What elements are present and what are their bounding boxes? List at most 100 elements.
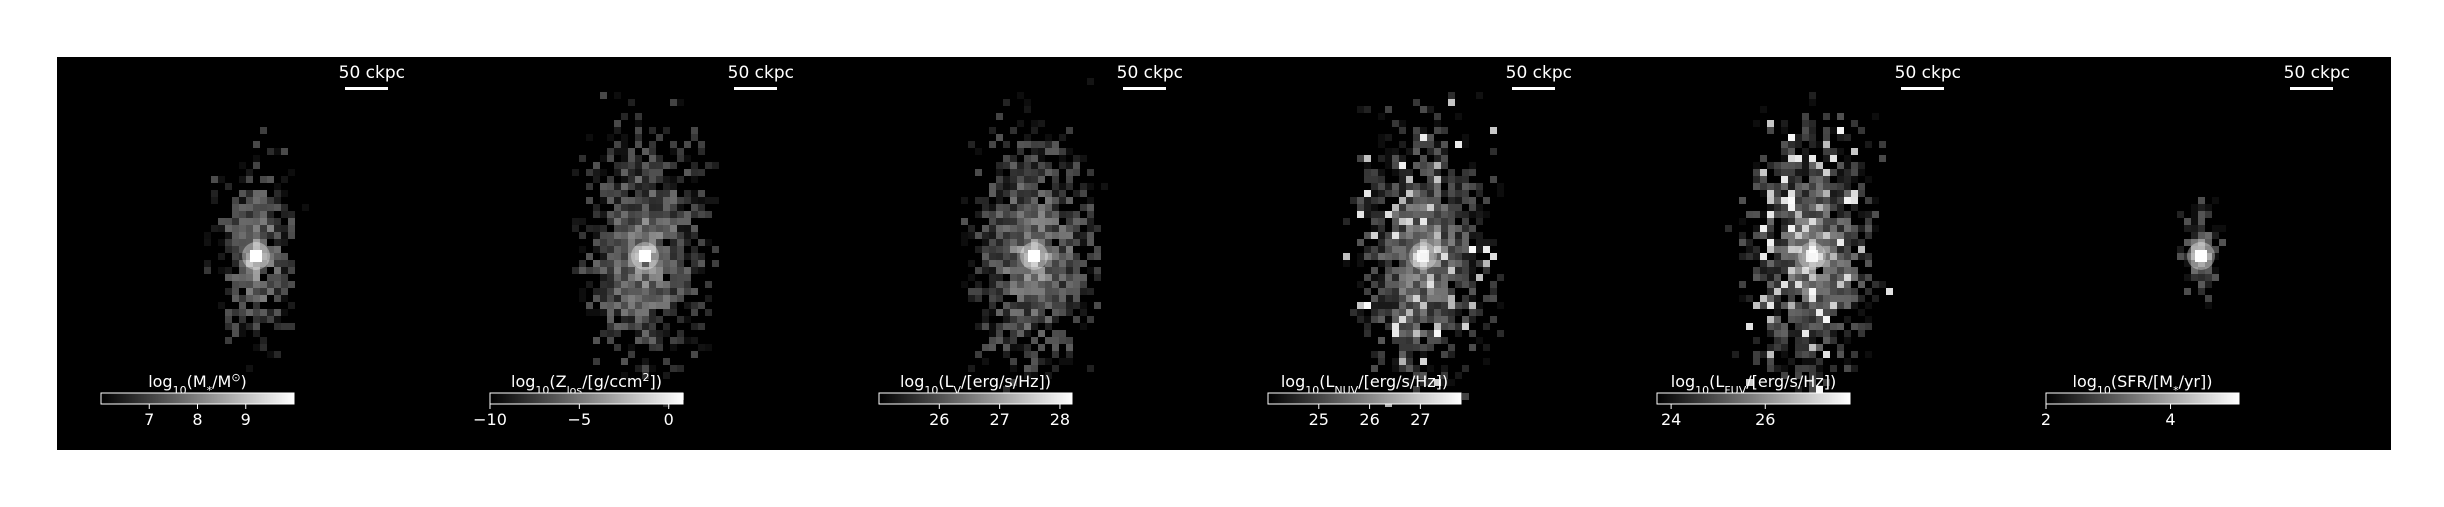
map-pixel [1427,134,1434,141]
map-pixel [684,316,691,323]
map-pixel [1073,232,1080,239]
map-pixel [1837,274,1844,281]
map-pixel [1781,330,1788,337]
map-pixel [1003,239,1010,246]
map-pixel [1809,232,1816,239]
map-pixel [1399,281,1406,288]
colorbar-tick-label: −5 [568,410,592,429]
map-pixel [1017,204,1024,211]
map-pixel [1364,106,1371,113]
map-pixel [1371,253,1378,260]
map-pixel [1066,225,1073,232]
map-pixel [1441,288,1448,295]
map-pixel [1017,148,1024,155]
map-pixel [1357,309,1364,316]
map-pixel [1434,190,1441,197]
map-pixel [975,288,982,295]
map-pixel [1073,302,1080,309]
map-pixel [600,302,607,309]
map-pixel [1420,309,1427,316]
map-pixel [260,246,267,253]
galaxy-map [1725,92,1893,400]
map-pixel [1385,309,1392,316]
map-pixel [670,190,677,197]
colorbar-tick-label: 27 [1410,410,1430,429]
galaxy-core [639,250,651,262]
map-pixel [1448,274,1455,281]
map-pixel [1427,344,1434,351]
map-pixel [1823,379,1830,386]
colorbar-tick-label: 27 [989,410,1009,429]
map-pixel [621,204,628,211]
map-pixel [1378,225,1385,232]
map-pixel [1823,274,1830,281]
map-pixel [1087,267,1094,274]
map-pixel [600,92,607,99]
map-pixel [1427,162,1434,169]
map-pixel [1788,239,1795,246]
map-pixel [1073,211,1080,218]
map-pixel [1795,316,1802,323]
map-pixel [691,253,698,260]
map-pixel [1406,211,1413,218]
map-pixel [982,239,989,246]
map-pixel [1024,211,1031,218]
map-pixel [1059,155,1066,162]
map-pixel [1830,246,1837,253]
map-pixel [1392,267,1399,274]
map-pixel [635,218,642,225]
map-pixel [1844,274,1851,281]
map-pixel [1364,169,1371,176]
map-pixel [670,267,677,274]
map-pixel [1469,309,1476,316]
map-pixel [2191,246,2198,253]
map-pixel [621,211,628,218]
map-pixel [288,302,295,309]
map-pixel [1406,302,1413,309]
galaxy-core [2195,250,2207,262]
map-pixel [698,302,705,309]
map-pixel [635,274,642,281]
map-pixel [996,197,1003,204]
map-pixel [1371,225,1378,232]
map-pixel [1760,232,1767,239]
map-pixel [1809,316,1816,323]
map-pixel [579,218,586,225]
map-pixel [1413,148,1420,155]
map-pixel [2184,225,2191,232]
map-pixel [621,162,628,169]
map-pixel [593,176,600,183]
map-pixel [614,274,621,281]
map-pixel [1399,316,1406,323]
map-pixel [1413,239,1420,246]
map-pixel [1746,253,1753,260]
map-pixel [649,288,656,295]
map-pixel [1490,176,1497,183]
map-pixel [1017,190,1024,197]
map-pixel [684,190,691,197]
map-pixel [1455,302,1462,309]
map-pixel [1767,162,1774,169]
map-pixel [635,113,642,120]
map-pixel [1392,337,1399,344]
map-pixel [1073,239,1080,246]
map-pixel [1844,253,1851,260]
map-pixel [621,113,628,120]
map-pixel [1045,197,1052,204]
map-pixel [1767,183,1774,190]
map-pixel [1052,281,1059,288]
map-pixel [1844,267,1851,274]
map-pixel [267,260,274,267]
map-pixel [1087,316,1094,323]
map-pixel [996,323,1003,330]
map-pixel [1024,302,1031,309]
map-pixel [1378,211,1385,218]
map-pixel [253,302,260,309]
map-pixel [1455,211,1462,218]
map-pixel [2177,211,2184,218]
map-pixel [1830,253,1837,260]
map-pixel [614,239,621,246]
map-pixel [1774,197,1781,204]
map-pixel [1774,330,1781,337]
map-pixel [1872,281,1879,288]
